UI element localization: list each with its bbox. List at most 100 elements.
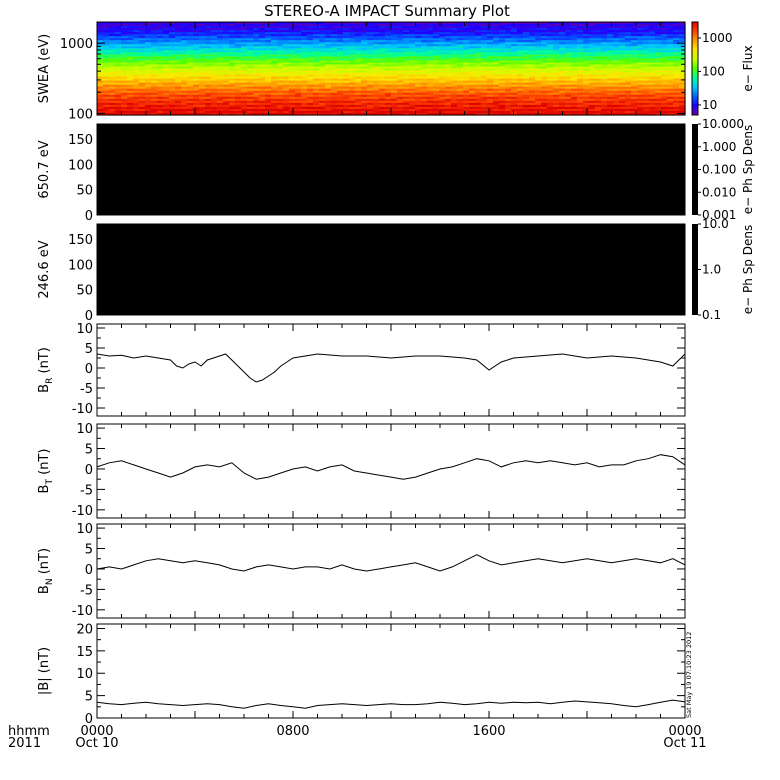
swea-spectrogram-cell — [97, 66, 104, 70]
swea-spectrogram-cell — [601, 76, 608, 80]
swea-spectrogram-cell — [223, 28, 230, 31]
swea-spectrogram-cell — [571, 46, 578, 49]
swea-spectrogram-cell — [169, 98, 176, 102]
swea-spectrogram-cell — [271, 64, 278, 68]
swea-spectrogram-cell — [559, 62, 566, 66]
swea-spectrogram-cell — [631, 90, 638, 94]
swea-spectrogram-cell — [667, 62, 674, 66]
swea-spectrogram-cell — [367, 56, 374, 59]
swea-spectrogram-cell — [193, 48, 200, 51]
swea-spectrogram-cell — [535, 28, 542, 31]
swea-spectrogram-cell — [181, 60, 188, 64]
swea-spectrogram-cell — [565, 92, 572, 96]
swea-spectrogram-cell — [409, 52, 416, 55]
pad246-spectrogram-fill — [97, 224, 685, 315]
swea-spectrogram-cell — [613, 48, 620, 51]
swea-spectrogram-cell — [271, 74, 278, 78]
swea-spectrogram-cell — [595, 36, 602, 39]
swea-spectrogram-cell — [151, 76, 158, 80]
swea-spectrogram-cell — [445, 46, 452, 49]
swea-spectrogram-cell — [337, 72, 344, 76]
swea-spectrogram-cell — [649, 46, 656, 49]
swea-spectrogram-cell — [571, 110, 578, 114]
swea-spectrogram-cell — [607, 24, 614, 27]
swea-spectrogram-cell — [487, 68, 494, 72]
swea-spectrogram-cell — [463, 22, 470, 25]
swea-spectrogram-cell — [109, 86, 116, 90]
swea-spectrogram-cell — [637, 56, 644, 59]
swea-spectrogram-cell — [469, 28, 476, 31]
swea-spectrogram-cell — [493, 28, 500, 31]
swea-spectrogram-cell — [565, 76, 572, 80]
swea-spectrogram-cell — [247, 108, 254, 112]
swea-spectrogram-cell — [487, 104, 494, 108]
swea-spectrogram-cell — [229, 38, 236, 41]
swea-spectrogram-cell — [421, 70, 428, 74]
swea-spectrogram-cell — [289, 64, 296, 68]
swea-spectrogram-cell — [511, 82, 518, 86]
swea-spectrogram-cell — [511, 58, 518, 62]
swea-spectrogram-cell — [223, 38, 230, 41]
swea-spectrogram-cell — [163, 68, 170, 72]
swea-spectrogram-cell — [541, 66, 548, 70]
swea-spectrogram-cell — [547, 38, 554, 41]
swea-spectrogram-cell — [199, 102, 206, 106]
swea-spectrogram-cell — [481, 106, 488, 110]
swea-spectrogram-cell — [367, 102, 374, 106]
swea-spectrogram-cell — [517, 28, 524, 31]
swea-spectrogram-cell — [637, 86, 644, 90]
swea-spectrogram-cell — [451, 90, 458, 94]
swea-spectrogram-cell — [619, 42, 626, 45]
swea-spectrogram-cell — [241, 80, 248, 84]
swea-spectrogram-cell — [325, 70, 332, 74]
swea-spectrogram-cell — [253, 112, 260, 116]
swea-spectrogram-cell — [343, 46, 350, 49]
swea-spectrogram-cell — [175, 56, 182, 59]
swea-spectrogram-cell — [439, 24, 446, 27]
swea-spectrogram-cell — [325, 80, 332, 84]
swea-spectrogram-cell — [187, 106, 194, 110]
swea-spectrogram-cell — [349, 40, 356, 43]
swea-spectrogram-cell — [475, 76, 482, 80]
swea-spectrogram-cell — [241, 78, 248, 82]
swea-spectrogram-cell — [553, 26, 560, 29]
swea-spectrogram-cell — [649, 26, 656, 29]
swea-spectrogram-cell — [487, 38, 494, 41]
swea-spectrogram-cell — [553, 82, 560, 86]
swea-spectrogram-cell — [583, 82, 590, 86]
swea-spectrogram-cell — [613, 32, 620, 35]
swea-spectrogram-cell — [625, 60, 632, 64]
swea-spectrogram-cell — [583, 58, 590, 62]
swea-spectrogram-cell — [487, 28, 494, 31]
swea-spectrogram-cell — [109, 58, 116, 62]
swea-spectrogram-cell — [583, 100, 590, 104]
swea-spectrogram-cell — [637, 30, 644, 33]
pad650-colorbar-tick-label: 0.001 — [702, 208, 736, 222]
swea-spectrogram-cell — [379, 98, 386, 102]
swea-spectrogram-cell — [613, 54, 620, 57]
swea-spectrogram-cell — [355, 26, 362, 29]
swea-spectrogram-cell — [253, 100, 260, 104]
swea-spectrogram-cell — [637, 74, 644, 78]
swea-spectrogram-cell — [655, 66, 662, 70]
swea-spectrogram-cell — [385, 26, 392, 29]
swea-spectrogram-cell — [481, 110, 488, 114]
swea-spectrogram-cell — [157, 96, 164, 100]
swea-spectrogram-cell — [151, 94, 158, 98]
swea-spectrogram-cell — [673, 62, 680, 66]
swea-spectrogram-cell — [427, 30, 434, 33]
swea-spectrogram-cell — [241, 64, 248, 68]
swea-spectrogram-cell — [343, 50, 350, 53]
swea-spectrogram-cell — [181, 40, 188, 43]
swea-spectrogram-cell — [511, 106, 518, 110]
swea-spectrogram-cell — [553, 104, 560, 108]
swea-spectrogram-cell — [667, 26, 674, 29]
swea-spectrogram-cell — [331, 76, 338, 80]
swea-spectrogram-cell — [463, 42, 470, 45]
swea-spectrogram-cell — [121, 26, 128, 29]
swea-spectrogram-cell — [613, 110, 620, 114]
swea-spectrogram-cell — [151, 48, 158, 51]
swea-spectrogram-cell — [247, 96, 254, 100]
swea-spectrogram-cell — [145, 40, 152, 43]
swea-spectrogram-cell — [343, 110, 350, 114]
